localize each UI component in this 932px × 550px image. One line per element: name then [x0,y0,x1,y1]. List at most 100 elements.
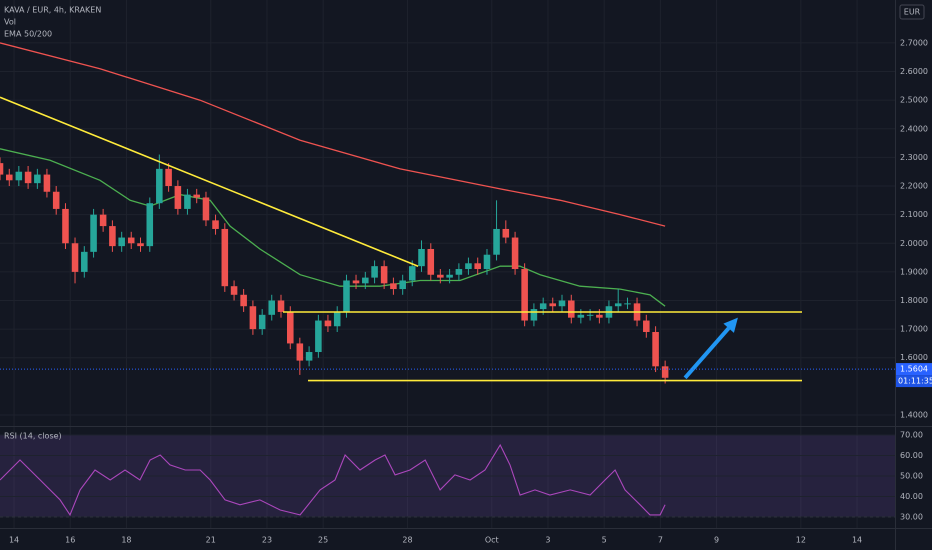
countdown-label: 01:11:35 [898,377,932,386]
x-tick-label: 5 [602,536,607,545]
candle-body [193,194,200,198]
candle-body [249,306,257,330]
candle-body [661,366,669,378]
candle-body [99,214,107,227]
y-tick-label: 2.0000 [900,239,928,248]
candle-body [493,228,500,255]
arrow-head [723,317,738,333]
y-tick-label: 60.00 [900,451,923,460]
x-tick-label: 9 [714,536,719,545]
candle-body [614,303,622,307]
candle-body [127,237,135,244]
last-price-label: 1.5604 [900,365,928,374]
candle-body [652,331,659,367]
candle-body [62,208,69,244]
symbol-title: KAVA / EUR, 4h, KRAKEN [4,6,101,15]
candle-body [549,303,557,307]
candle-body [643,320,650,332]
y-tick-label: 2.6000 [900,67,928,76]
x-tick-label: 16 [65,536,75,545]
candle-body [624,303,631,305]
countdown-box [896,375,932,388]
candle-body [81,251,88,272]
candle-body [258,314,266,330]
candle-body [137,243,144,247]
x-tick-label: 7 [658,536,663,545]
candle-body [305,352,313,361]
candle-body [109,226,116,247]
candle-body [474,263,481,270]
candle-body [521,269,528,321]
candle-body [315,320,322,353]
candle-body [408,266,416,281]
candle-body [596,314,603,318]
candle-body [52,191,60,209]
candle-body [380,266,388,284]
ema-line [0,42,666,227]
candle-body [586,314,594,316]
candle-body [437,274,444,278]
y-tick-label: 1.6000 [900,353,928,362]
y-tick-label: 2.7000 [900,38,928,47]
candle-body [324,320,332,327]
candle-body [202,197,210,221]
currency-box [899,4,925,20]
candle-body [286,311,294,344]
candle-body [418,248,425,267]
x-tick-label: 21 [206,536,216,545]
candle-body [277,300,285,312]
x-tick-label: 18 [121,536,131,545]
candle-body [90,214,97,252]
y-tick-label: 2.5000 [900,96,928,105]
x-tick-label: 23 [262,536,272,545]
candle-body [71,243,79,272]
candle-body [296,343,304,361]
x-tick-label: Oct [485,536,499,545]
currency-label: EUR [904,8,921,17]
candle-body [483,254,491,270]
x-tick-label: 14 [9,536,19,545]
y-tick-label: 1.4000 [900,410,928,419]
candle-body [0,163,4,175]
x-tick-label: 28 [402,536,412,545]
candle-body [362,277,369,284]
y-tick-label: 1.9000 [900,267,928,276]
indicator-label: EMA 50/200 [4,30,52,39]
candle-body [156,168,163,204]
ema-line [0,148,666,307]
candle-body [390,283,397,290]
candle-body [539,303,547,310]
candle-body [427,248,435,275]
y-tick-label: 2.1000 [900,210,928,219]
candle-body [5,174,13,181]
x-tick-label: 25 [318,536,328,545]
candle-body [352,280,360,284]
y-tick-label: 70.00 [900,430,923,439]
candle-body [240,294,247,307]
candle-body [34,174,41,184]
candle-body [333,311,341,327]
candle-body [558,300,566,307]
candle-body [343,280,350,312]
y-tick-label: 2.4000 [900,124,928,133]
candle-body [399,280,406,290]
candle-body [455,269,463,275]
candle-body [146,203,154,247]
rsi-title: RSI (14, close) [4,432,62,441]
candle-body [221,228,229,287]
candle-body [43,174,51,192]
candle-body [511,237,519,270]
y-tick-label: 30.00 [900,512,923,521]
candle-body [184,194,191,209]
rsi-line [0,443,666,517]
candle-body [174,186,182,209]
y-tick-label: 2.3000 [900,153,928,162]
candle-body [268,300,276,315]
y-tick-label: 1.8000 [900,296,928,305]
x-tick-label: 3 [545,536,550,545]
candle-body [24,171,32,184]
indicator-label: Vol [4,18,16,27]
candle-body [568,300,575,318]
